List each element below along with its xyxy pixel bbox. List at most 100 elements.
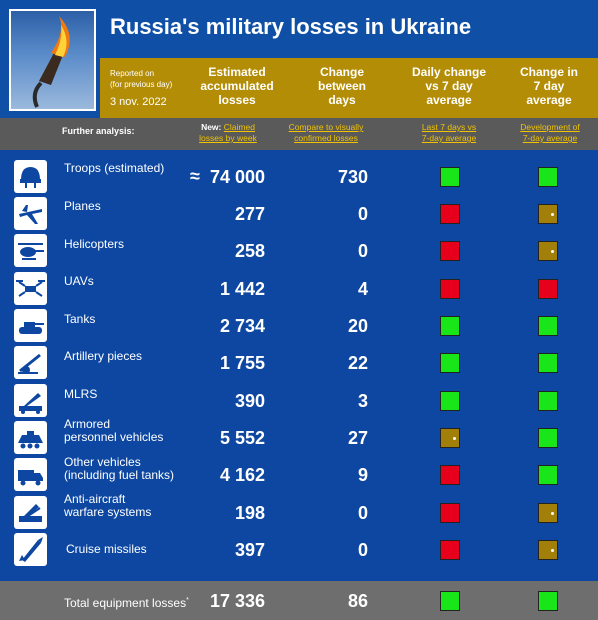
page-title: Russia's military losses in Ukraine <box>110 14 472 39</box>
seven-day-indicator <box>538 391 558 411</box>
report-label: Reported on (for previous day) <box>110 69 173 89</box>
apc-icon <box>14 421 47 454</box>
daily-change-indicator <box>440 241 460 261</box>
seven-day-indicator <box>538 279 558 299</box>
rocket-launcher-icon <box>14 384 47 417</box>
row-change: 20 <box>347 316 368 336</box>
claimed-losses-link[interactable]: New: Claimed losses by week <box>199 122 257 143</box>
table-row: MLRS 390 3 <box>0 382 598 419</box>
col-header-daily: Daily change vs 7 day average <box>411 65 487 107</box>
col-header-change: Change between days <box>317 65 366 107</box>
row-change: 27 <box>347 428 368 448</box>
daily-change-indicator <box>440 167 460 187</box>
burning-aircraft-icon <box>32 16 70 108</box>
daily-change-indicator <box>440 391 460 411</box>
row-value: 74 000 <box>209 167 265 187</box>
table-row: Cruise missiles 397 0 <box>0 531 598 568</box>
anti-aircraft-icon <box>14 496 47 529</box>
artillery-icon <box>14 346 47 379</box>
compare-confirmed-link[interactable]: Compare to visually confirmed losses <box>288 122 364 143</box>
row-change: 0 <box>357 540 368 560</box>
truck-icon <box>14 458 47 491</box>
total-label: Total equipment losses* <box>64 596 189 610</box>
seven-day-indicator <box>538 465 558 485</box>
daily-change-indicator <box>440 428 460 448</box>
row-value: 4 162 <box>219 465 265 485</box>
drone-icon <box>14 272 47 305</box>
table-row: Other vehicles (including fuel tanks) 4 16… <box>0 456 598 493</box>
row-value: 198 <box>234 503 265 523</box>
table-row: Anti-aircraft warfare systems 198 0 <box>0 492 598 531</box>
daily-change-indicator <box>440 465 460 485</box>
table-row: Planes 277 0 <box>0 195 598 232</box>
row-value: 1 442 <box>219 279 265 299</box>
further-analysis-bar: Further analysis: New: Claimed losses by… <box>0 118 598 150</box>
report-date: 3 nov. 2022 <box>110 96 167 108</box>
row-label: Planes <box>64 199 101 213</box>
row-value: 258 <box>234 241 265 261</box>
row-label: Armored personnel vehicles <box>64 417 164 444</box>
helmet-icon <box>14 160 47 193</box>
total-change: 86 <box>347 591 368 611</box>
row-change: 0 <box>357 241 368 261</box>
row-change: 0 <box>357 204 368 224</box>
daily-change-indicator <box>440 279 460 299</box>
seven-day-indicator <box>538 503 558 523</box>
table-row: Armored personnel vehicles 5 552 27 <box>0 417 598 456</box>
plane-icon <box>14 197 47 230</box>
row-value: 2 734 <box>219 316 265 336</box>
header: Russia's military losses in Ukraine Repo… <box>0 0 598 118</box>
tank-icon <box>14 309 47 342</box>
helicopter-icon <box>14 234 47 267</box>
approx-sign: ≈ <box>190 166 200 186</box>
table-row: Artillery pieces 1 755 22 <box>0 344 598 381</box>
table-row: Tanks 2 734 20 <box>0 307 598 344</box>
row-value: 5 552 <box>219 428 265 448</box>
row-change: 4 <box>357 279 368 299</box>
col-header-seven-day: Change in 7 day average <box>519 65 578 107</box>
row-change: 22 <box>347 353 368 373</box>
row-label: Artillery pieces <box>64 349 143 363</box>
row-value: 277 <box>234 204 265 224</box>
seven-day-indicator <box>538 428 558 448</box>
burning-aircraft-photo <box>9 9 96 111</box>
seven-day-indicator <box>538 353 558 373</box>
development-7-day-link[interactable]: Development of 7-day average <box>520 122 580 143</box>
daily-change-indicator <box>440 540 460 560</box>
daily-change-indicator <box>440 503 460 523</box>
missile-icon <box>14 533 47 566</box>
row-change: 3 <box>357 391 368 411</box>
seven-day-indicator <box>538 540 558 560</box>
seven-day-indicator <box>538 316 558 336</box>
last-7-days-link[interactable]: Last 7 days vs 7-day average <box>421 122 477 143</box>
row-label: Other vehicles (including fuel tanks) <box>64 455 175 482</box>
table-row: Troops (estimated) ≈74 000 730 <box>0 158 598 195</box>
row-label: Tanks <box>64 312 96 326</box>
row-label: UAVs <box>64 274 94 288</box>
row-value: 1 755 <box>219 353 265 373</box>
seven-day-indicator <box>538 167 558 187</box>
total-daily-indicator <box>440 591 460 611</box>
table-row: Helicopters 258 0 <box>0 232 598 269</box>
table-row: UAVs 1 442 4 <box>0 270 598 307</box>
row-label: Cruise missiles <box>66 542 147 556</box>
row-label: Troops (estimated) <box>64 161 165 175</box>
row-change: 9 <box>357 465 368 485</box>
row-value: 390 <box>234 391 265 411</box>
col-header-estimated: Estimated accumulated losses <box>200 65 274 107</box>
total-seven-day-indicator <box>538 591 558 611</box>
total-row: Total equipment losses* 17 336 86 <box>0 581 598 620</box>
row-value: 397 <box>234 540 265 560</box>
daily-change-indicator <box>440 204 460 224</box>
daily-change-indicator <box>440 316 460 336</box>
seven-day-indicator <box>538 204 558 224</box>
total-value: 17 336 <box>209 591 265 611</box>
row-label: MLRS <box>64 387 98 401</box>
column-header-bar: Reported on (for previous day) 3 nov. 20… <box>100 58 598 118</box>
row-label: Anti-aircraft warfare systems <box>64 492 152 519</box>
daily-change-indicator <box>440 353 460 373</box>
seven-day-indicator <box>538 241 558 261</box>
row-change: 0 <box>357 503 368 523</box>
row-label: Helicopters <box>64 237 125 251</box>
row-change: 730 <box>337 167 368 187</box>
